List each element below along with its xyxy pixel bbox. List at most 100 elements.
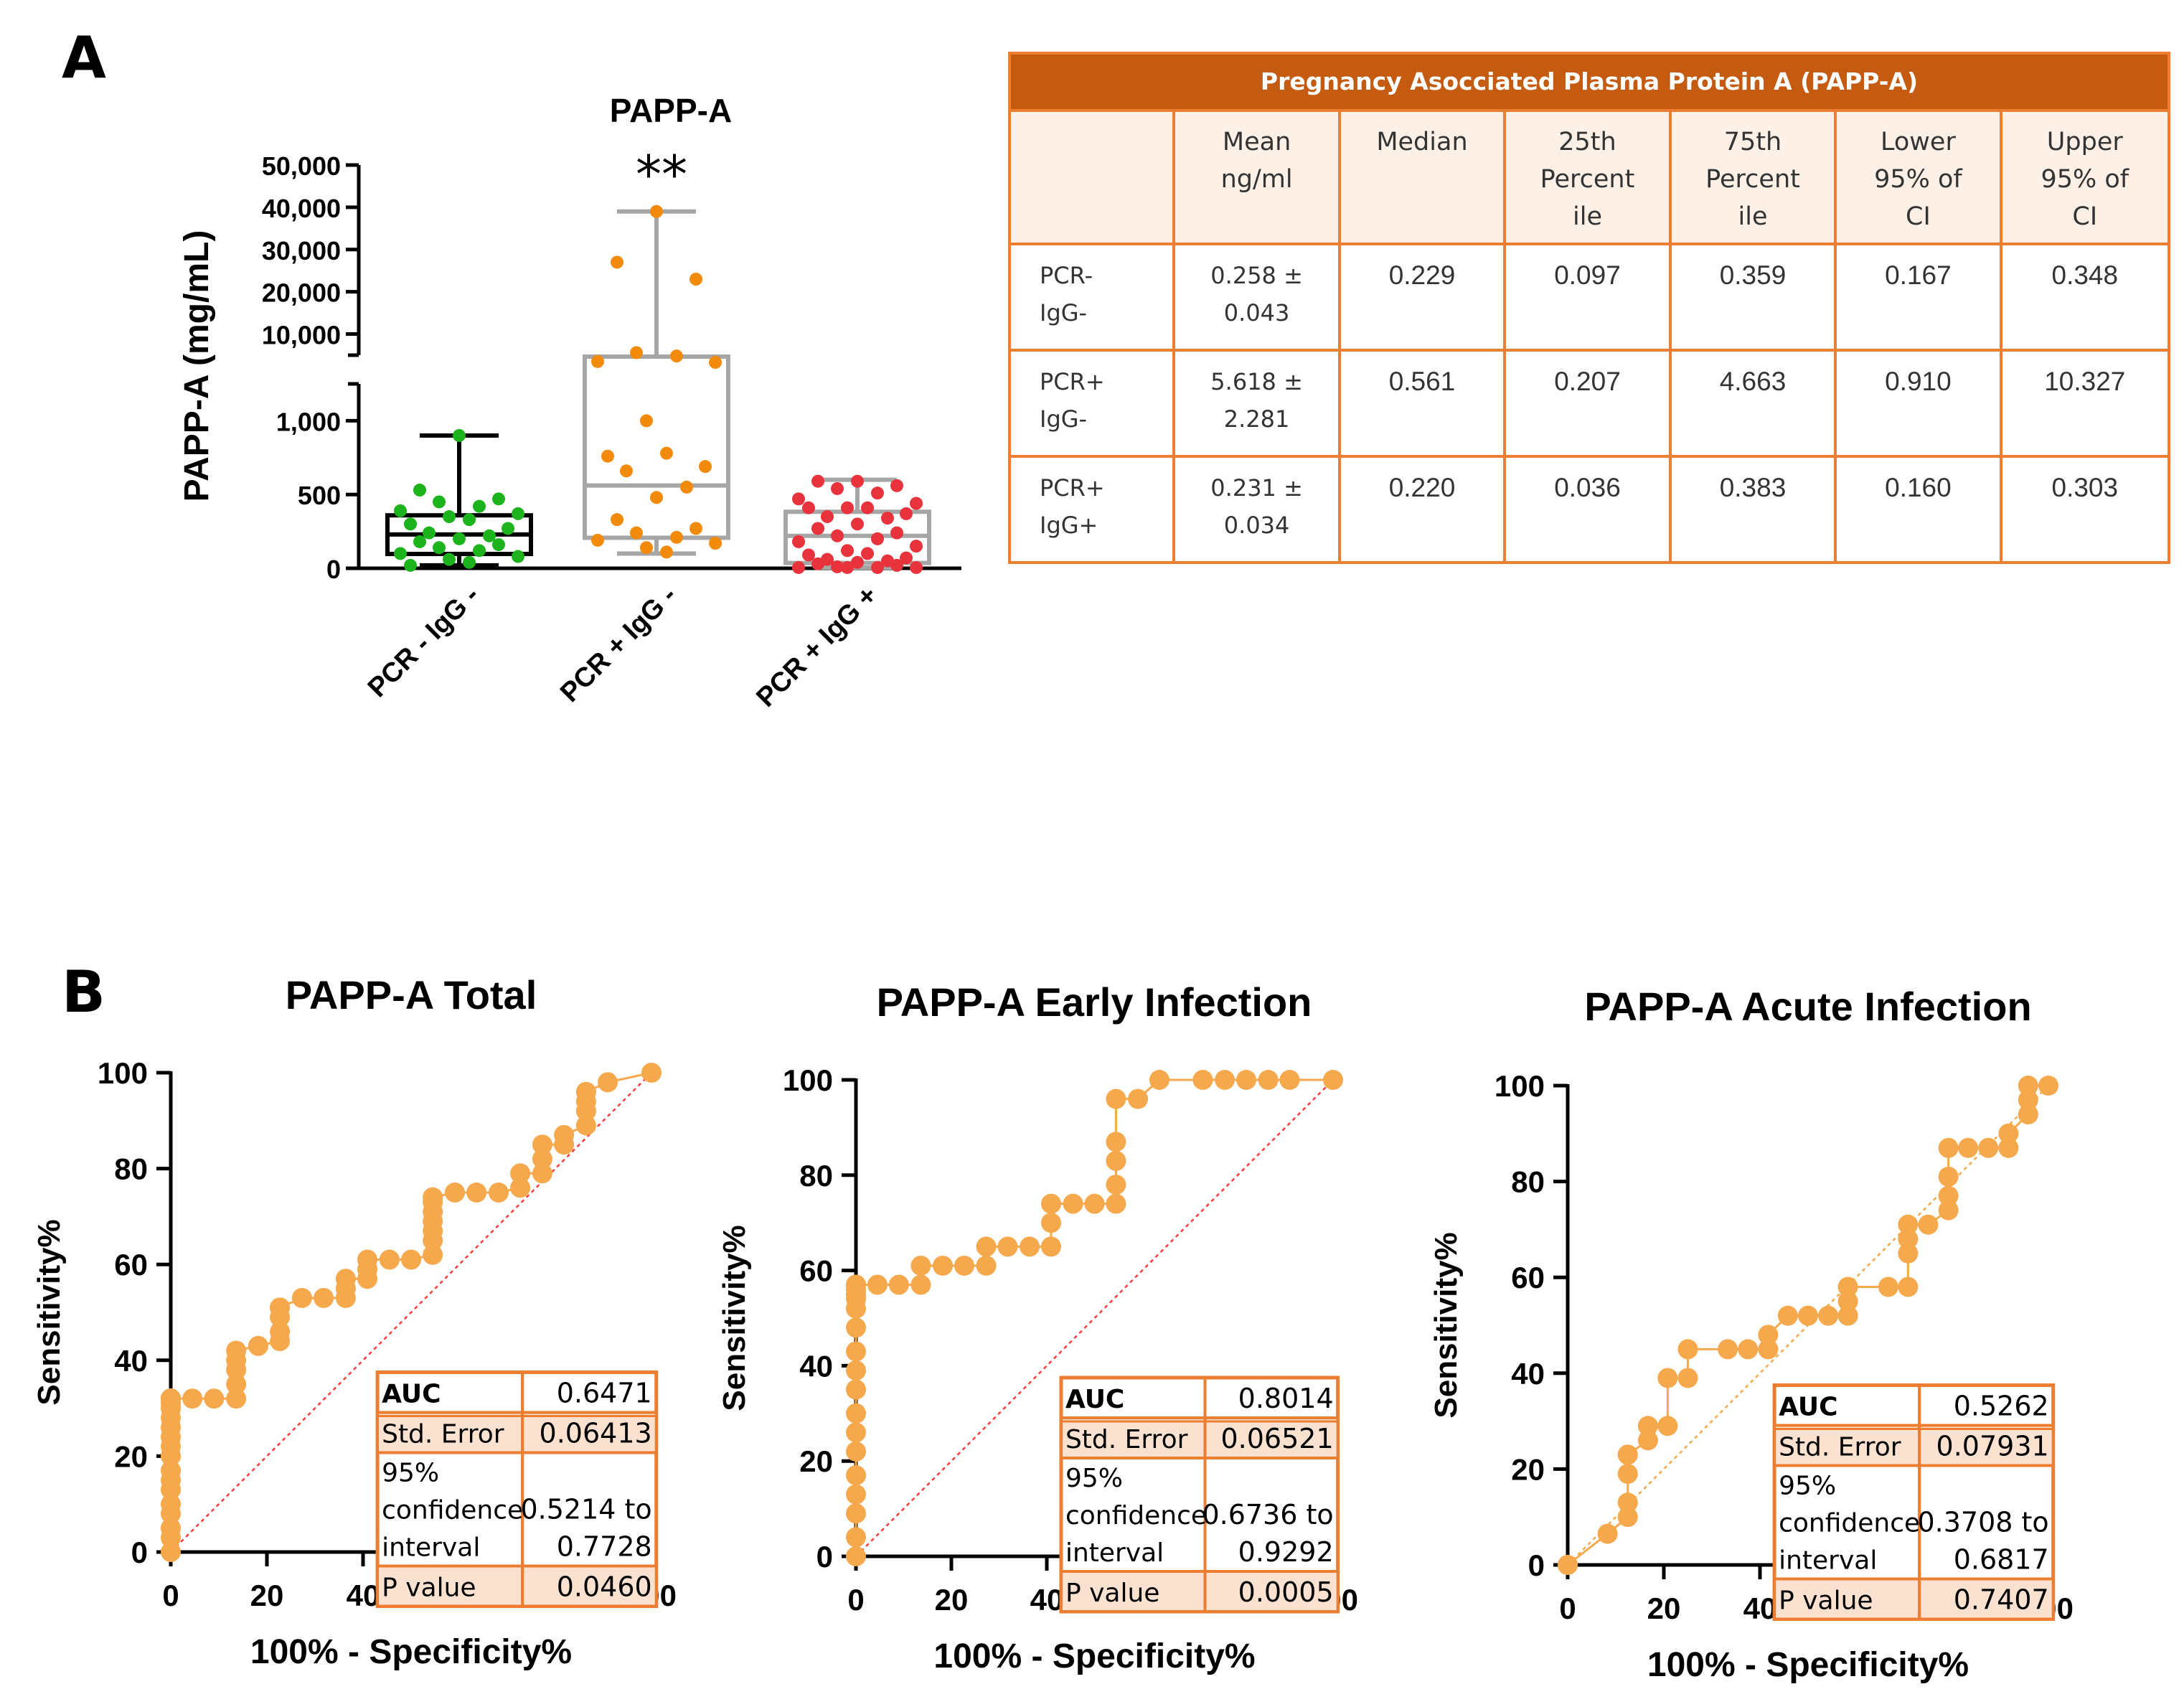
stats-value: 0.0005	[1238, 1576, 1334, 1608]
stats-label: 95%	[1065, 1464, 1123, 1493]
header-line: 95% of	[1874, 165, 1962, 194]
roc-stats-table: AUC 0.6471 Std. Error 0.06413 95% confidence i…	[375, 1370, 659, 1608]
roc-x-axis-label: 100% - Specificity%	[250, 1633, 572, 1671]
roc-point	[1978, 1137, 1999, 1158]
roc-y-tick-label: 0	[1528, 1548, 1545, 1582]
stats-label: interval	[1065, 1538, 1164, 1568]
table-row: PCR- IgG- 0.258 ± 0.043 0.229 0.097 0.359 0.167…	[1007, 243, 2171, 352]
roc-point	[846, 1441, 866, 1462]
roc-point	[1106, 1175, 1126, 1195]
roc-x-tick-label: 0	[847, 1583, 864, 1617]
stats-label: P value	[1065, 1579, 1159, 1608]
roc-point	[1149, 1070, 1169, 1090]
data-point	[433, 541, 446, 555]
roc-total-chart: PAPP-A Total Sensitivity% 100% - Specifici…	[32, 972, 677, 1671]
roc-point	[1106, 1150, 1126, 1171]
header-line: 95% of	[2041, 165, 2129, 194]
data-point	[802, 548, 815, 562]
data-point	[611, 513, 623, 527]
roc-early-chart: PAPP-A Early Infection Sensitivity% 100% -…	[717, 979, 1358, 1675]
roc-x-tick-label: 0	[1559, 1591, 1576, 1625]
roc-title: PAPP-A Acute Infection	[1584, 984, 2031, 1029]
value-cell-p25: 0.036	[1503, 455, 1672, 564]
data-point	[413, 535, 426, 548]
roc-point	[1938, 1137, 1959, 1158]
stats-label: confidence	[1779, 1509, 1920, 1538]
data-point	[423, 526, 436, 540]
mean-cell: 0.258 ± 0.043	[1172, 243, 1341, 352]
y-tick-label: 0	[326, 555, 341, 584]
roc-point	[1837, 1305, 1858, 1326]
roc-x-tick-label: 0	[162, 1579, 179, 1612]
row-label: PCR+ IgG-	[1007, 349, 1176, 458]
data-point	[413, 484, 426, 497]
stats-row-fill	[377, 1412, 656, 1453]
stats-label: Std. Error	[1779, 1433, 1901, 1462]
data-point	[404, 558, 417, 572]
roc-y-tick-label: 60	[114, 1248, 148, 1282]
roc-y-tick-label: 60	[799, 1254, 833, 1288]
data-point	[792, 560, 805, 574]
data-point	[841, 544, 854, 558]
category-label: PCR + IgG +	[750, 580, 883, 713]
table-row: PCR+ IgG+ 0.231 ± 0.034 0.220 0.036 0.383 0.160…	[1007, 455, 2171, 564]
roc-x-tick-label: 40	[347, 1579, 380, 1612]
value-cell-p75: 0.359	[1668, 243, 1837, 352]
row-label-line: IgG-	[1040, 299, 1088, 326]
roc-point	[846, 1379, 866, 1400]
stats-value: 0.06521	[1221, 1423, 1334, 1454]
roc-y-tick-label: 20	[114, 1439, 148, 1473]
roc-point	[846, 1465, 866, 1486]
data-point	[871, 560, 884, 574]
y-tick-label: 10,000	[262, 321, 341, 350]
y-tick-label: 40,000	[262, 194, 341, 223]
y-tick-label: 500	[298, 481, 341, 510]
roc-point	[575, 1081, 596, 1102]
value-cell-p75: 4.663	[1668, 349, 1837, 458]
boxplot-title: PAPP-A	[610, 92, 732, 129]
mean-line: 2.281	[1223, 405, 1290, 433]
roc-point	[1758, 1339, 1779, 1360]
data-point	[453, 428, 466, 442]
roc-point	[846, 1403, 866, 1424]
data-point	[811, 557, 824, 570]
data-point	[861, 501, 874, 514]
header-line: ile	[1738, 202, 1768, 231]
roc-point	[1597, 1523, 1618, 1544]
roc-point	[1558, 1555, 1578, 1575]
roc-point	[1323, 1070, 1343, 1090]
roc-point	[379, 1249, 400, 1270]
data-point	[792, 492, 805, 506]
roc-point	[1215, 1070, 1235, 1090]
data-point	[483, 529, 496, 542]
roc-point	[1837, 1291, 1858, 1312]
table-corner-cell	[1007, 109, 1176, 245]
roc-point	[846, 1484, 866, 1505]
roc-point	[1637, 1416, 1658, 1436]
data-point	[841, 560, 854, 574]
mean-line: 0.258 ±	[1210, 262, 1303, 289]
data-point	[670, 530, 683, 544]
roc-y-tick-label: 100	[1495, 1069, 1545, 1103]
papp-a-stats-table: Pregnancy Asocciated Plasma Protein A (P…	[1007, 52, 2171, 564]
roc-point	[532, 1134, 552, 1155]
stats-label: confidence	[1065, 1501, 1207, 1530]
data-point	[689, 273, 702, 286]
header-line: Lower	[1881, 128, 1956, 156]
roc-point	[1898, 1276, 1919, 1297]
table-column-header: 25th Percent ile	[1503, 109, 1672, 245]
roc-point	[1677, 1339, 1698, 1360]
roc-diagonal	[855, 1079, 1334, 1557]
roc-point	[1258, 1070, 1279, 1090]
header-line: ng/ml	[1220, 165, 1293, 194]
roc-point	[182, 1388, 203, 1409]
roc-point	[933, 1255, 954, 1276]
y-tick-label: 20,000	[262, 278, 341, 308]
roc-point	[846, 1341, 866, 1362]
table-column-header: Mean ng/ml	[1172, 109, 1341, 245]
roc-y-tick-label: 20	[799, 1444, 833, 1478]
mean-line: 0.034	[1223, 512, 1290, 539]
roc-point	[204, 1388, 225, 1409]
row-label-line: IgG+	[1040, 512, 1098, 539]
roc-y-tick-label: 80	[114, 1152, 148, 1186]
